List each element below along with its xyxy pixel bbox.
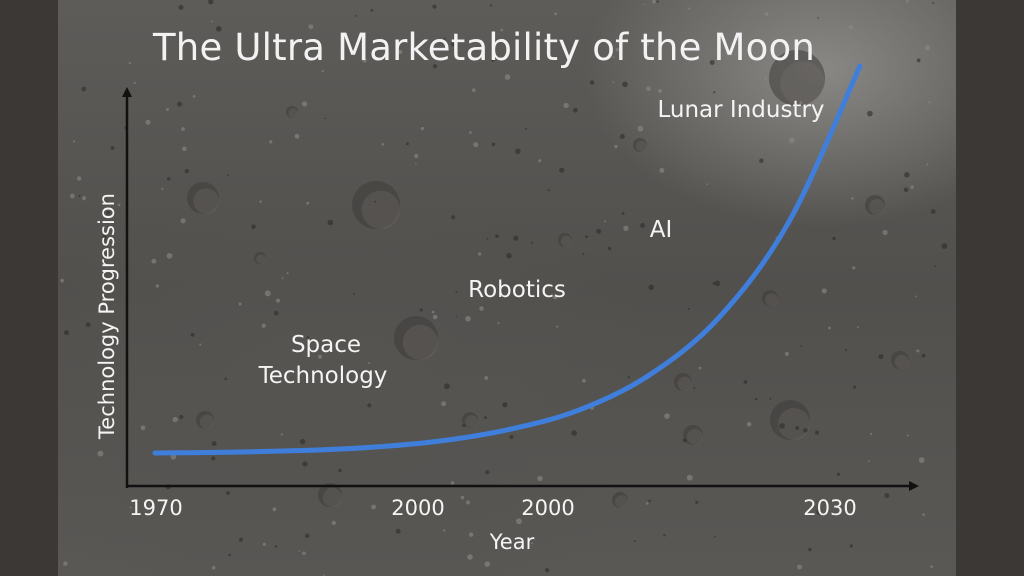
annotation-space: Space: [291, 332, 361, 358]
chart-title: The Ultra Marketability of the Moon: [152, 26, 815, 69]
x-tick-label-2030: 2030: [803, 496, 856, 520]
crater-texture: [60, 0, 948, 576]
annotation-robotics: Robotics: [468, 277, 566, 303]
x-axis-label: Year: [489, 530, 535, 554]
y-axis-label: Technology Progression: [95, 193, 119, 440]
x-tick-label-1970: 1970: [129, 496, 182, 520]
x-tick-label-2000-a: 2000: [391, 496, 444, 520]
annotation-lunar-industry: Lunar Industry: [657, 97, 824, 123]
x-tick-label-2000-b: 2000: [521, 496, 574, 520]
series-line-technology: [152, 63, 863, 456]
annotation-technology: Technology: [258, 363, 388, 389]
annotation-ai: AI: [650, 217, 673, 243]
